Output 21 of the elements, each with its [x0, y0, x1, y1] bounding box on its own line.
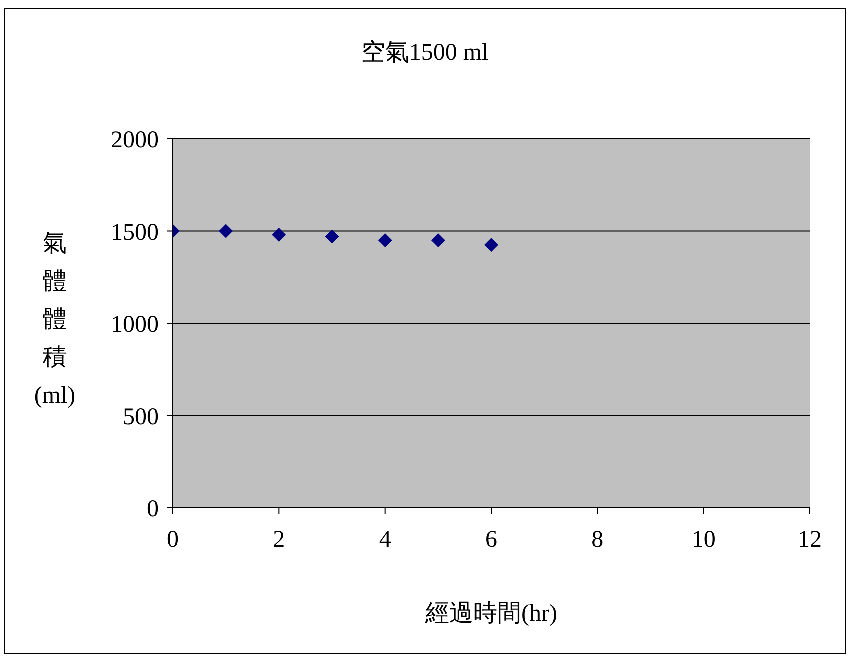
point: [431, 233, 446, 248]
x-tick-label: 8: [592, 527, 604, 554]
x-tick-label: 12: [798, 527, 822, 554]
y-tick-label: 1500: [111, 220, 159, 246]
y-tick-label: 1000: [111, 312, 159, 338]
x-axis-title: 經過時間(hr): [424, 600, 558, 629]
y-axis-title: 氣體體積(ml): [33, 230, 77, 411]
point: [484, 238, 498, 252]
point: [325, 230, 340, 244]
y-tick-label: 2000: [111, 128, 159, 154]
x-tick-label: 2: [273, 527, 286, 554]
x-tick-label: 4: [379, 527, 392, 554]
point: [272, 228, 286, 242]
chart-title: 空氣1500 ml: [360, 38, 490, 68]
point: [219, 224, 234, 238]
x-tick-label: 0: [167, 527, 179, 554]
x-tick-label: 10: [692, 527, 716, 554]
point: [378, 233, 392, 248]
y-tick-label: 0: [147, 496, 159, 523]
x-tick-label: 6: [486, 527, 498, 554]
y-tick-label: 500: [123, 404, 159, 430]
